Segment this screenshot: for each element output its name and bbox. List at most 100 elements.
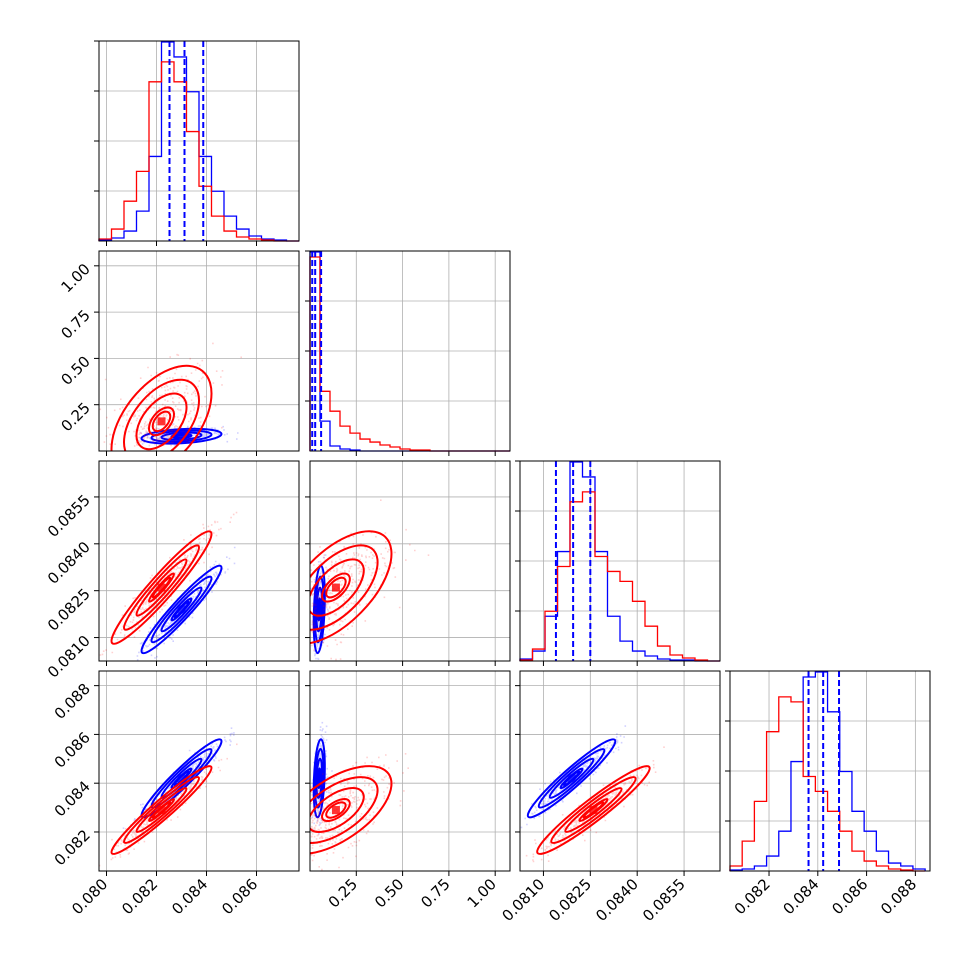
y-tick-label: 0.75 xyxy=(57,306,93,342)
contour-run-2 xyxy=(135,558,188,617)
x-tick-label: 0.50 xyxy=(371,875,407,911)
contour-run-1 xyxy=(150,575,213,644)
y-tick-label: 0.0840 xyxy=(44,538,94,588)
y-tick-label: 0.086 xyxy=(51,729,94,772)
y-tick-label: 0.082 xyxy=(51,826,94,869)
x-tick-label: 0.25 xyxy=(325,875,361,911)
y-tick-label: 0.088 xyxy=(51,680,94,723)
x-tick-label: 0.084 xyxy=(780,875,823,918)
x-tick-label: 0.0810 xyxy=(498,875,548,925)
panel-frame xyxy=(98,250,300,452)
x-tick-label: 0.086 xyxy=(218,875,261,918)
scatter-points xyxy=(99,727,238,867)
histogram-run-1 xyxy=(729,671,926,871)
contour-run-2 xyxy=(310,558,365,617)
panel-background xyxy=(99,461,299,661)
x-tick-label: 0.0825 xyxy=(545,875,595,925)
y-tick-label: 0.0825 xyxy=(44,585,94,635)
scatter-panel-1-2: 0.25 0.50 0.75 1.00 xyxy=(57,250,300,456)
x-tick-label: 0.0840 xyxy=(592,875,642,925)
density-peak-run-2 xyxy=(331,806,340,815)
contour-run-2 xyxy=(110,765,213,855)
histogram-panel-4: 0.082 0.084 0.086 0.088 xyxy=(725,670,931,918)
contour-run-2 xyxy=(110,530,213,645)
contour-run-1 xyxy=(312,738,326,819)
contour-run-2 xyxy=(321,572,351,603)
contour-run-1 xyxy=(526,738,617,819)
scatter-points xyxy=(99,511,238,661)
panel-background xyxy=(520,671,720,871)
density-peak-run-1 xyxy=(177,432,186,441)
contour-run-1 xyxy=(140,564,223,655)
y-tick-label: 0.0855 xyxy=(44,491,94,541)
density-peak-run-2 xyxy=(157,417,166,426)
density-peak-run-2 xyxy=(157,806,166,815)
panel-frame xyxy=(519,670,721,872)
histogram-run-1 xyxy=(98,41,299,242)
x-tick-label: 0.080 xyxy=(68,875,111,918)
histogram-run-2 xyxy=(729,696,926,872)
density-peak-run-2 xyxy=(157,583,166,592)
contour-run-2 xyxy=(122,378,200,451)
contour-run-2 xyxy=(110,364,213,451)
scatter-panel-2-4: 0.25 0.50 0.75 1.00 xyxy=(305,670,511,911)
contour-run-2 xyxy=(310,544,379,631)
contour-run-2 xyxy=(135,392,188,451)
contour-run-1 xyxy=(140,738,223,819)
panel-frame xyxy=(309,250,511,452)
contour-run-2 xyxy=(310,765,393,855)
contour-run-2 xyxy=(321,798,351,823)
contour-run-2 xyxy=(536,765,651,855)
density-peak-run-1 xyxy=(315,605,324,614)
contour-run-2 xyxy=(122,776,200,844)
contour-run-2 xyxy=(310,530,393,645)
y-tick-label: 0.0810 xyxy=(44,632,94,682)
panel-background xyxy=(99,251,299,451)
density-peak-run-2 xyxy=(589,806,598,815)
contour-run-2 xyxy=(148,406,176,437)
y-tick-label: 1.00 xyxy=(57,260,93,296)
contour-run-2 xyxy=(310,787,365,833)
contour-run-2 xyxy=(310,776,379,844)
x-tick-label: 0.086 xyxy=(828,875,871,918)
x-tick-label: 0.084 xyxy=(168,875,211,918)
y-tick-label: 0.25 xyxy=(57,399,93,435)
sample-points-run-2 xyxy=(310,499,430,661)
x-tick-label: 0.082 xyxy=(118,875,161,918)
x-tick-label: 0.082 xyxy=(731,875,774,918)
panel-background xyxy=(310,671,510,871)
panel-frame xyxy=(729,670,931,872)
scatter-points xyxy=(310,721,409,871)
histogram-panel-3 xyxy=(515,460,721,666)
density-peak-run-1 xyxy=(315,774,324,783)
contour-run-1 xyxy=(537,748,606,809)
x-tick-label: 1.00 xyxy=(464,875,500,911)
contour-run-2 xyxy=(564,787,623,833)
panel-frame xyxy=(98,460,300,662)
contour-run-2 xyxy=(122,544,200,631)
panel-frame xyxy=(309,670,511,872)
y-tick-label: 0.084 xyxy=(51,777,94,820)
density-peak-run-1 xyxy=(177,774,186,783)
histogram-panel-1 xyxy=(94,40,300,246)
x-tick-label: 0.088 xyxy=(877,875,920,918)
density-peak-run-1 xyxy=(177,605,186,614)
scatter-points xyxy=(310,499,430,661)
contour-run-1 xyxy=(140,427,223,445)
panel-frame xyxy=(519,460,721,662)
x-tick-label: 0.75 xyxy=(417,875,453,911)
histogram-panel-2 xyxy=(305,250,511,456)
density-peak-run-2 xyxy=(331,583,340,592)
panel-frame xyxy=(98,40,300,242)
panel-frame xyxy=(98,670,300,872)
density-peak-run-1 xyxy=(567,774,576,783)
contour-core-run-2 xyxy=(325,576,347,599)
contour-core-run-2 xyxy=(325,801,347,819)
scatter-points xyxy=(99,342,242,451)
contour-core-run-2 xyxy=(151,410,172,433)
panel-frame xyxy=(309,460,511,662)
scatter-panel-2-3 xyxy=(305,460,511,666)
